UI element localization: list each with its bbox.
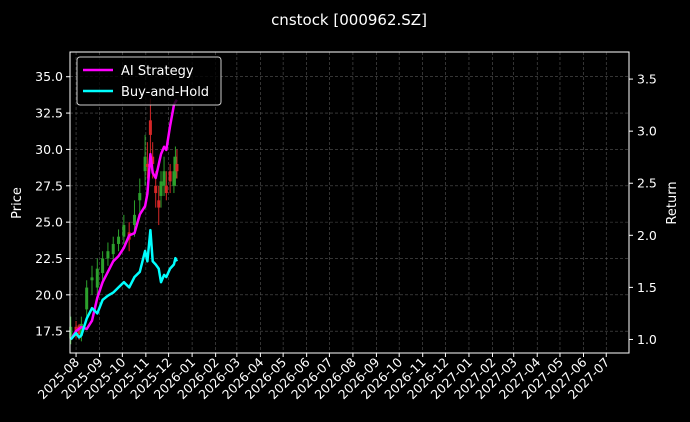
y-tick-label: 25.0 [35,215,63,230]
candle-body [151,156,155,164]
candle-body [173,156,177,179]
candle-body [106,251,110,259]
y2-tick-label: 2.5 [637,176,657,191]
y2-tick-label: 3.5 [637,72,657,87]
candle-body [74,326,78,332]
y2-axis-label: Return [665,181,680,224]
candle-body [175,163,179,172]
candle-body [159,181,163,196]
chart-title: cnstock [000962.SZ] [271,11,427,29]
y-tick-label: 20.0 [35,287,63,302]
y-tick-label: 35.0 [35,69,63,84]
y2-tick-label: 1.5 [637,280,657,295]
plot-frame [69,51,630,354]
candle-body [90,277,94,281]
candle-body [85,287,89,310]
y-tick-label: 22.5 [35,251,63,266]
candle-body [168,171,172,182]
right-return-axis: 1.0 1.5 2.0 2.5 3.0 3.5 [629,72,657,347]
candle-body [69,326,73,339]
candle-body [157,200,161,208]
y2-tick-label: 1.0 [637,332,657,347]
series-line-ai-strategy [69,99,178,341]
left-price-axis: 17.5 20.0 22.5 25.0 27.5 30.0 32.5 35.0 [35,69,70,339]
candle-body [145,163,149,167]
candle-body [172,171,176,186]
series-layer [69,99,179,341]
y-tick-label: 27.5 [35,178,63,193]
candle-body [117,236,121,244]
candle-body [162,171,166,186]
candle-body [164,185,168,194]
legend-label-buy-and-hold: Buy-and-Hold [121,85,209,100]
y-tick-label: 17.5 [35,324,63,339]
legend-label-ai-strategy: AI Strategy [121,64,194,79]
candle-body [79,323,83,336]
y2-tick-label: 2.0 [637,228,657,243]
candle-body [148,120,152,135]
candle-body [111,243,115,255]
series-line-buy-and-hold [69,228,179,341]
candle-body [122,225,126,237]
candle-body [154,185,158,194]
y-tick-label: 32.5 [35,106,63,121]
y-axis-label: Price [10,187,25,219]
y-tick-label: 30.0 [35,142,63,157]
legend: AI Strategy Buy-and-Hold [76,56,222,106]
candle-body [101,258,105,274]
candle-body [138,193,142,201]
y2-tick-label: 3.0 [637,124,657,139]
candle-body [132,214,136,226]
candle-body [95,268,99,288]
candle-body [143,156,147,172]
